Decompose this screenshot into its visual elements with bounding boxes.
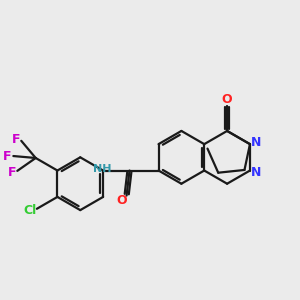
Text: F: F: [12, 133, 20, 146]
Text: O: O: [116, 194, 127, 207]
Text: O: O: [222, 93, 232, 106]
Text: F: F: [8, 166, 16, 179]
Text: N: N: [251, 166, 262, 179]
Text: NH: NH: [93, 164, 112, 174]
Text: Cl: Cl: [23, 204, 36, 217]
Text: F: F: [3, 149, 11, 163]
Text: N: N: [251, 136, 262, 149]
